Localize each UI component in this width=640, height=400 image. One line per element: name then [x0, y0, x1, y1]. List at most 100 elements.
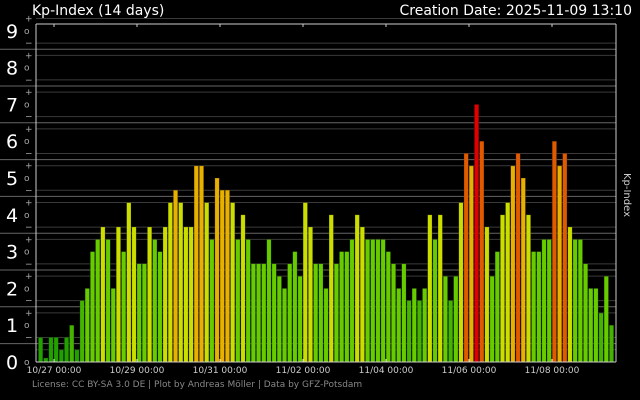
kp-bar [349, 239, 355, 363]
kp-bar [157, 251, 163, 363]
y-minor-plus: + [25, 125, 33, 135]
x-tick-label: 11/04 00:00 [359, 366, 414, 376]
kp-bar [224, 189, 230, 363]
y-minor-o: o [24, 174, 30, 184]
y-tick-label: 4 [6, 205, 18, 227]
kp-bar [479, 140, 485, 363]
kp-bar [141, 263, 147, 363]
kp-bar [261, 263, 267, 363]
y-minor-plus: + [25, 235, 33, 245]
kp-bar [536, 251, 542, 363]
kp-bar [577, 239, 583, 363]
kp-bar [136, 263, 142, 363]
y-minor-o: o [24, 248, 30, 258]
kp-bar [354, 214, 360, 363]
kp-bar [64, 337, 70, 363]
y-tick-label: 3 [6, 242, 18, 264]
kp-bar [598, 312, 604, 363]
y-tick-label: 9 [6, 21, 18, 43]
x-tick-label: 11/02 00:00 [276, 366, 331, 376]
kp-bar [105, 239, 111, 363]
y-tick-label: 2 [6, 278, 18, 300]
kp-bar [531, 251, 537, 363]
kp-bar [546, 239, 552, 363]
kp-bar [525, 214, 531, 363]
kp-bar [79, 300, 85, 363]
y-minor-minus: − [25, 113, 33, 123]
kp-bar [250, 263, 256, 363]
kp-bar [100, 226, 106, 363]
kp-bar [427, 214, 433, 363]
kp-bar [375, 239, 381, 363]
y-minor-minus: − [25, 333, 33, 343]
y-minor-plus: + [25, 51, 33, 61]
kp-bar [406, 300, 412, 363]
kp-bar [74, 349, 80, 363]
y-minor-o: o [24, 137, 30, 147]
kp-bar [204, 202, 210, 363]
kp-bar [567, 226, 573, 363]
x-tick-label: 11/08 00:00 [525, 366, 580, 376]
kp-bar [323, 288, 329, 363]
kp-bar [489, 275, 495, 363]
license-footer: License: CC BY-SA 3.0 DE | Plot by Andre… [32, 380, 363, 390]
y-tick-label: 1 [6, 315, 18, 337]
chart-title: Kp-Index (14 days) [32, 3, 165, 19]
kp-bar [468, 165, 474, 363]
y-axis-title: Kp-Index [621, 173, 632, 217]
kp-bar [115, 226, 121, 363]
kp-bar [411, 288, 417, 363]
kp-bar [43, 357, 49, 363]
kp-bar [474, 104, 480, 363]
kp-bar [333, 263, 339, 363]
y-minor-o: o [24, 27, 30, 37]
kp-bar [359, 226, 365, 363]
kp-bar [209, 239, 215, 363]
kp-bar [53, 337, 59, 363]
kp-bar [147, 226, 153, 363]
kp-bar [276, 275, 282, 363]
kp-bar [370, 239, 376, 363]
y-minor-o: o [24, 100, 30, 110]
kp-bar [557, 165, 563, 363]
kp-bar [121, 251, 127, 363]
kp-bar [437, 214, 443, 363]
y-tick-label: 7 [6, 94, 18, 116]
kp-bar [313, 263, 319, 363]
kp-bar [193, 165, 199, 363]
y-minor-o: o [24, 284, 30, 294]
kp-bar [240, 214, 246, 363]
kp-bar [38, 337, 44, 363]
kp-bar [198, 165, 204, 363]
y-minor-plus: + [25, 88, 33, 98]
kp-bar [162, 226, 168, 363]
kp-bar [365, 239, 371, 363]
kp-bar [302, 202, 308, 363]
kp-bar [110, 288, 116, 363]
kp-bar [173, 189, 179, 363]
y-minor-minus: − [25, 76, 33, 86]
kp-bar [505, 202, 511, 363]
kp-bar [318, 263, 324, 363]
kp-bar [256, 263, 262, 363]
kp-bar [287, 263, 293, 363]
kp-bar [307, 226, 313, 363]
kp-bar [551, 140, 557, 363]
kp-bar [583, 263, 589, 363]
kp-bar [484, 226, 490, 363]
kp-bar [401, 263, 407, 363]
kp-bar [500, 214, 506, 363]
kp-bar [282, 288, 288, 363]
kp-bar [90, 251, 96, 363]
kp-bar [448, 300, 454, 363]
y-minor-plus: + [25, 272, 33, 282]
y-tick-label: 8 [6, 58, 18, 80]
kp-bar [84, 288, 90, 363]
kp-bar [515, 153, 521, 363]
y-tick-label: 5 [6, 168, 18, 190]
kp-bar [266, 239, 272, 363]
kp-bar [183, 226, 189, 363]
kp-bar [235, 239, 241, 363]
kp-bar [69, 324, 75, 363]
